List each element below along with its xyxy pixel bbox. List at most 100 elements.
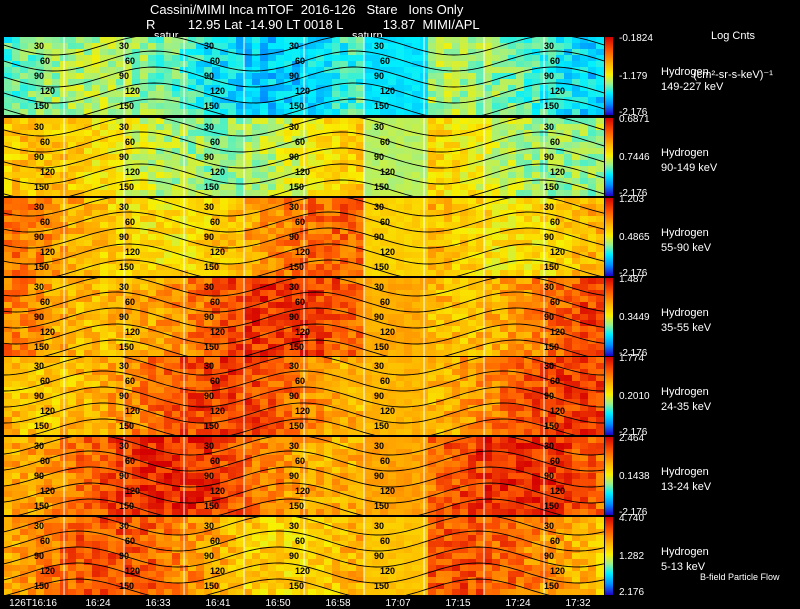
heatmap-cell [332,178,341,185]
heatmap-cell [44,308,53,315]
heatmap-cell [36,118,45,125]
heatmap-cell [316,118,325,125]
heatmap-cell [500,284,509,291]
pitch-angle-contour [4,243,604,265]
heatmap-cell [68,314,77,321]
heatmap-cell [436,97,445,104]
heatmap-cell [36,124,45,131]
heatmap-cell [316,154,325,161]
heatmap-cell [244,338,253,345]
heatmap-cell [164,234,173,241]
heatmap-cell [380,216,389,223]
heatmap-cell [4,302,13,309]
heatmap-cell [476,130,485,137]
heatmap-cell [4,363,13,370]
heatmap-cell [364,118,373,125]
heatmap-cell [236,344,245,351]
heatmap-cell [228,103,237,110]
heatmap-cell [4,240,13,247]
heatmap-cell [252,344,261,351]
heatmap-cell [292,270,301,276]
heatmap-cell [396,216,405,223]
heatmap-cell [524,278,533,285]
heatmap-cell [28,79,37,86]
heatmap-cell [492,190,501,196]
heatmap-cell [68,222,77,229]
heatmap-cell [100,166,109,173]
heatmap-cell [116,405,125,412]
heatmap-cell [92,252,101,259]
contour-label: 60 [40,217,50,227]
heatmap-cell [324,284,333,291]
heatmap-cell [252,190,261,196]
heatmap-cell [92,216,101,223]
heatmap-cell [156,363,165,370]
heatmap-cell [412,381,421,388]
heatmap-cell [452,326,461,333]
heatmap-cell [572,246,581,253]
heatmap-cell [284,429,293,435]
contour-label: 60 [295,297,305,307]
heatmap-cell [340,61,349,68]
heatmap-cell [356,124,365,131]
heatmap-cell [116,118,125,125]
heatmap-cell [404,55,413,62]
heatmap-cell [36,190,45,196]
heatmap-cell [412,97,421,104]
heatmap-cell [212,278,221,285]
heatmap-cell [236,314,245,321]
heatmap-cell [428,49,437,56]
heatmap-cell [548,344,557,351]
heatmap-cell [412,357,421,364]
heatmap-cell [212,246,221,253]
heatmap-cell [348,178,357,185]
heatmap-cell [212,314,221,321]
heatmap-cell [108,375,117,382]
heatmap-cell [436,234,445,241]
heatmap-cell [404,258,413,265]
heatmap-cell [100,363,109,370]
heatmap-cell [564,258,573,265]
heatmap-cell [196,178,205,185]
heatmap-cell [556,109,565,115]
heatmap-cell [572,326,581,333]
heatmap-cell [244,423,253,430]
heatmap-cell [356,375,365,382]
heatmap-cell [324,278,333,285]
heatmap-cell [204,278,213,285]
heatmap-cell [284,320,293,327]
heatmap-cell [356,252,365,259]
heatmap-cell [588,314,597,321]
heatmap-cell [508,190,517,196]
heatmap-cell [476,417,485,424]
heatmap-cell [124,234,133,241]
heatmap-cell [108,240,117,247]
heatmap-cell [316,363,325,370]
heatmap-cell [12,405,21,412]
heatmap-cell [204,148,213,155]
heatmap-cell [68,61,77,68]
heatmap-cell [84,320,93,327]
heatmap-cell [556,148,565,155]
heatmap-cell [356,369,365,376]
heatmap-cell [108,369,117,376]
heatmap-cell [332,91,341,98]
heatmap-cell [356,284,365,291]
heatmap-cell [52,49,61,56]
heatmap-cell [228,160,237,167]
heatmap-cell [476,198,485,205]
heatmap-cell [436,91,445,98]
heatmap-cell [548,61,557,68]
heatmap-cell [532,130,541,137]
heatmap-cell [436,252,445,259]
heatmap-cell [236,148,245,155]
heatmap-cell [196,103,205,110]
heatmap-cell [468,381,477,388]
heatmap-cell [452,234,461,241]
heatmap-cell [428,160,437,167]
heatmap-cell [12,85,21,92]
heatmap-cell [324,184,333,191]
heatmap-cell [124,411,133,418]
heatmap-cell [556,85,565,92]
heatmap-cell [396,326,405,333]
